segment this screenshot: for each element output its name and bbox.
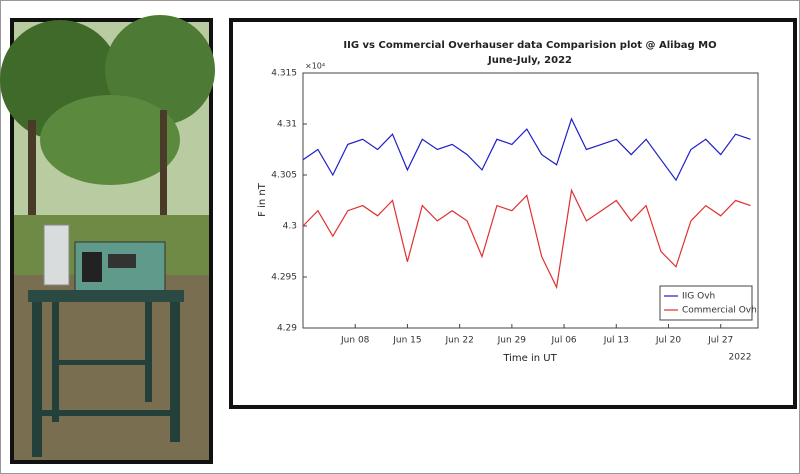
x-year-label: 2022 bbox=[729, 353, 752, 363]
legend-box bbox=[659, 285, 753, 321]
axis-multiplier: ×10⁴ bbox=[305, 62, 325, 71]
y-tick-label: 4.315 bbox=[271, 69, 297, 79]
y-tick-label: 4.3 bbox=[283, 222, 297, 232]
legend-label: IIG Ovh bbox=[682, 292, 715, 302]
chart-subtitle: June-July, 2022 bbox=[487, 55, 572, 66]
chart-frame bbox=[229, 18, 797, 409]
x-tick-label: Jun 29 bbox=[497, 336, 527, 346]
legend-label: Commercial Ovh bbox=[682, 306, 757, 316]
x-tick-label: Jun 15 bbox=[392, 336, 421, 346]
x-tick-label: Jun 08 bbox=[340, 336, 370, 346]
x-tick-label: Jul 20 bbox=[655, 336, 681, 346]
series-line bbox=[302, 188, 751, 290]
x-axis-label: Time in UT bbox=[502, 353, 557, 364]
y-tick-label: 4.31 bbox=[277, 120, 297, 130]
plot-area bbox=[302, 72, 759, 329]
series-line bbox=[302, 117, 751, 182]
y-axis-label: F in nT bbox=[257, 182, 268, 217]
photo bbox=[0, 15, 215, 464]
x-tick-label: Jul 27 bbox=[707, 336, 733, 346]
y-tick-label: 4.29 bbox=[277, 324, 297, 334]
x-tick-label: Jun 22 bbox=[444, 336, 473, 346]
y-tick-label: 4.295 bbox=[271, 273, 297, 283]
x-tick-label: Jul 06 bbox=[550, 336, 576, 346]
y-tick-label: 4.305 bbox=[271, 171, 297, 181]
chart-title: IIG vs Commercial Overhauser data Compar… bbox=[343, 40, 716, 51]
x-tick-label: Jul 13 bbox=[603, 336, 629, 346]
